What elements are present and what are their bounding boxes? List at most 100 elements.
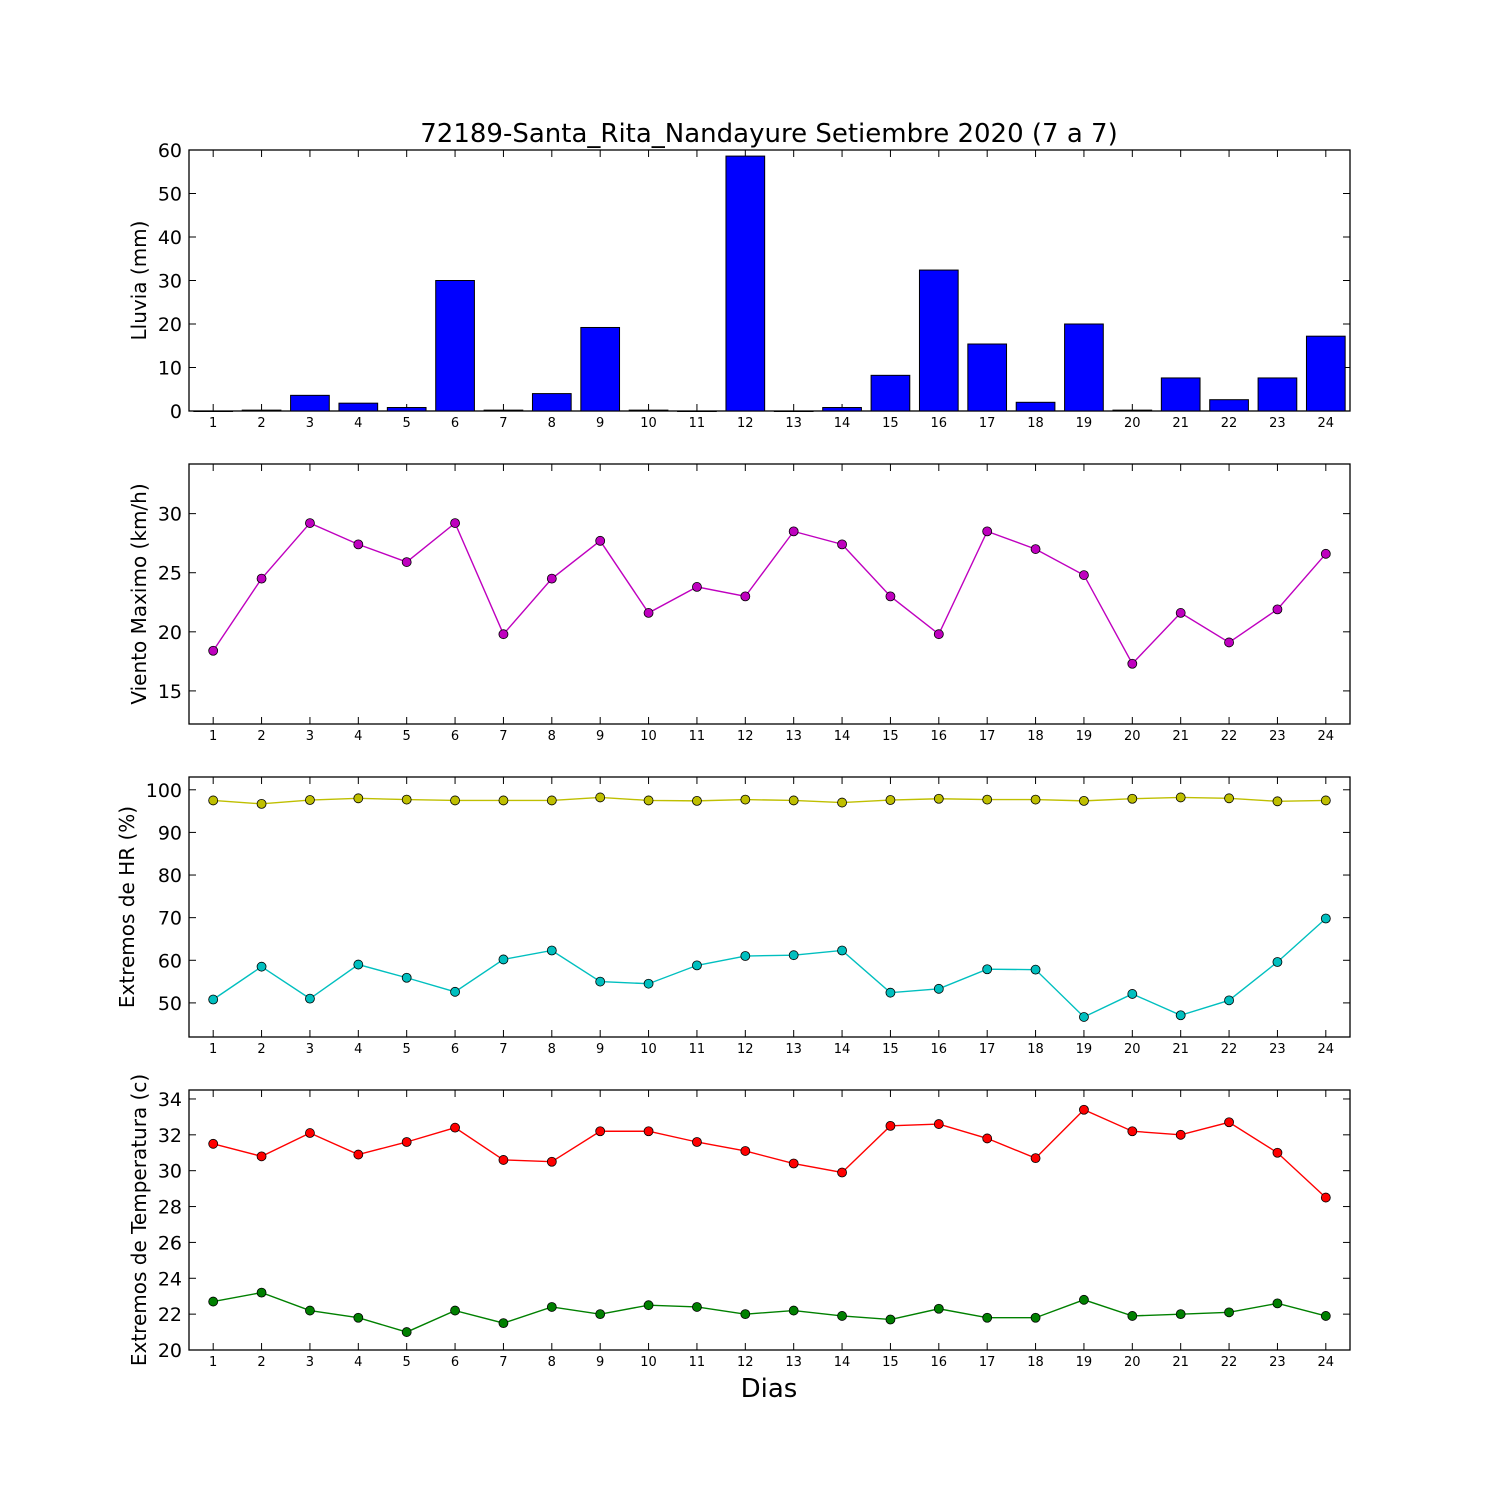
series-line [212, 917, 1327, 1018]
x-tick-label: 19 [1076, 1042, 1093, 1057]
data-point [1272, 957, 1283, 967]
data-point [401, 972, 412, 983]
data-point [885, 591, 896, 602]
x-tick-label: 15 [882, 729, 899, 744]
x-tick-label: 11 [689, 1355, 706, 1370]
bar [773, 410, 814, 412]
plot-frame [188, 776, 1351, 1038]
x-tick-label: 18 [1027, 729, 1044, 744]
x-tick-label: 8 [548, 1042, 556, 1057]
x-tick-label: 23 [1269, 1355, 1286, 1370]
data-point [498, 1155, 509, 1165]
x-tick-label: 11 [689, 416, 706, 431]
data-point [305, 518, 315, 528]
y-tick-label: 20 [158, 314, 182, 336]
plot-frame [188, 463, 1351, 725]
data-point [498, 954, 509, 965]
data-point [1175, 1309, 1186, 1320]
data-point [692, 795, 702, 806]
x-tick-label: 2 [257, 729, 265, 744]
x-tick-label: 22 [1221, 729, 1238, 744]
data-point [1175, 1129, 1186, 1140]
data-point [256, 798, 267, 809]
x-tick-label: 24 [1318, 1355, 1335, 1370]
x-tick-label: 8 [548, 416, 556, 431]
data-point [933, 1303, 944, 1314]
y-tick-label: 40 [158, 227, 182, 249]
data-point [546, 1302, 557, 1312]
data-point [353, 793, 364, 804]
x-tick-label: 13 [785, 1042, 802, 1057]
bar [822, 407, 862, 412]
x-tick-label: 15 [882, 416, 899, 431]
data-point [256, 961, 267, 972]
data-point [1175, 608, 1186, 618]
data-point [450, 795, 460, 806]
x-tick-label: 24 [1318, 729, 1335, 744]
y-tick-label: 100 [146, 780, 182, 802]
x-tick-label: 19 [1076, 729, 1093, 744]
data-point [692, 960, 702, 971]
data-point [837, 797, 847, 808]
x-tick-label: 3 [306, 416, 314, 431]
x-tick-label: 3 [306, 729, 314, 744]
data-point [546, 1156, 557, 1167]
data-point [837, 1167, 847, 1178]
x-tick-label: 14 [834, 1355, 851, 1370]
data-point [933, 629, 944, 640]
bar [628, 409, 669, 412]
data-point [643, 608, 654, 618]
y-tick-label: 15 [158, 681, 182, 703]
data-point [305, 795, 315, 805]
data-point [740, 1146, 751, 1156]
data-point [1127, 658, 1138, 669]
series-line [212, 521, 1327, 665]
data-point [256, 1287, 267, 1298]
x-tick-label: 12 [737, 416, 754, 431]
data-point [692, 582, 702, 592]
data-point [885, 1314, 896, 1325]
x-tick-label: 17 [979, 729, 996, 744]
data-point [1320, 548, 1331, 559]
data-point [1030, 1153, 1041, 1164]
bar [580, 326, 621, 412]
data-point [595, 792, 606, 803]
data-point [1127, 1311, 1138, 1321]
bar [1305, 335, 1346, 412]
x-tick-label: 16 [931, 729, 948, 744]
data-point [1272, 604, 1283, 615]
x-tick-label: 21 [1172, 416, 1189, 431]
data-point [1127, 793, 1138, 804]
data-point [1079, 570, 1089, 580]
data-point [595, 976, 606, 987]
data-point [450, 986, 460, 997]
data-point [982, 1133, 993, 1144]
x-tick-label: 17 [979, 1355, 996, 1370]
x-tick-label: 11 [689, 1042, 706, 1057]
data-point [546, 573, 557, 584]
data-point [1175, 792, 1186, 803]
data-point [692, 1302, 702, 1312]
x-tick-label: 9 [596, 416, 604, 431]
x-tick-label: 6 [451, 729, 459, 744]
x-tick-label: 16 [931, 1355, 948, 1370]
series-line [213, 1108, 1327, 1199]
x-tick-label: 17 [979, 1042, 996, 1057]
x-tick-label: 14 [834, 1042, 851, 1057]
bar [1257, 377, 1298, 412]
x-tick-label: 20 [1124, 729, 1141, 744]
x-tick-label: 21 [1172, 1042, 1189, 1057]
bar [1015, 401, 1056, 412]
x-tick-label: 7 [499, 416, 507, 431]
y-tick-label: 25 [158, 563, 182, 585]
x-tick-label: 1 [209, 729, 217, 744]
data-point [1224, 1307, 1234, 1318]
x-tick-label: 4 [354, 729, 362, 744]
data-point [450, 1305, 460, 1316]
bar [1064, 323, 1104, 412]
data-point [933, 983, 944, 994]
data-point [546, 945, 557, 956]
